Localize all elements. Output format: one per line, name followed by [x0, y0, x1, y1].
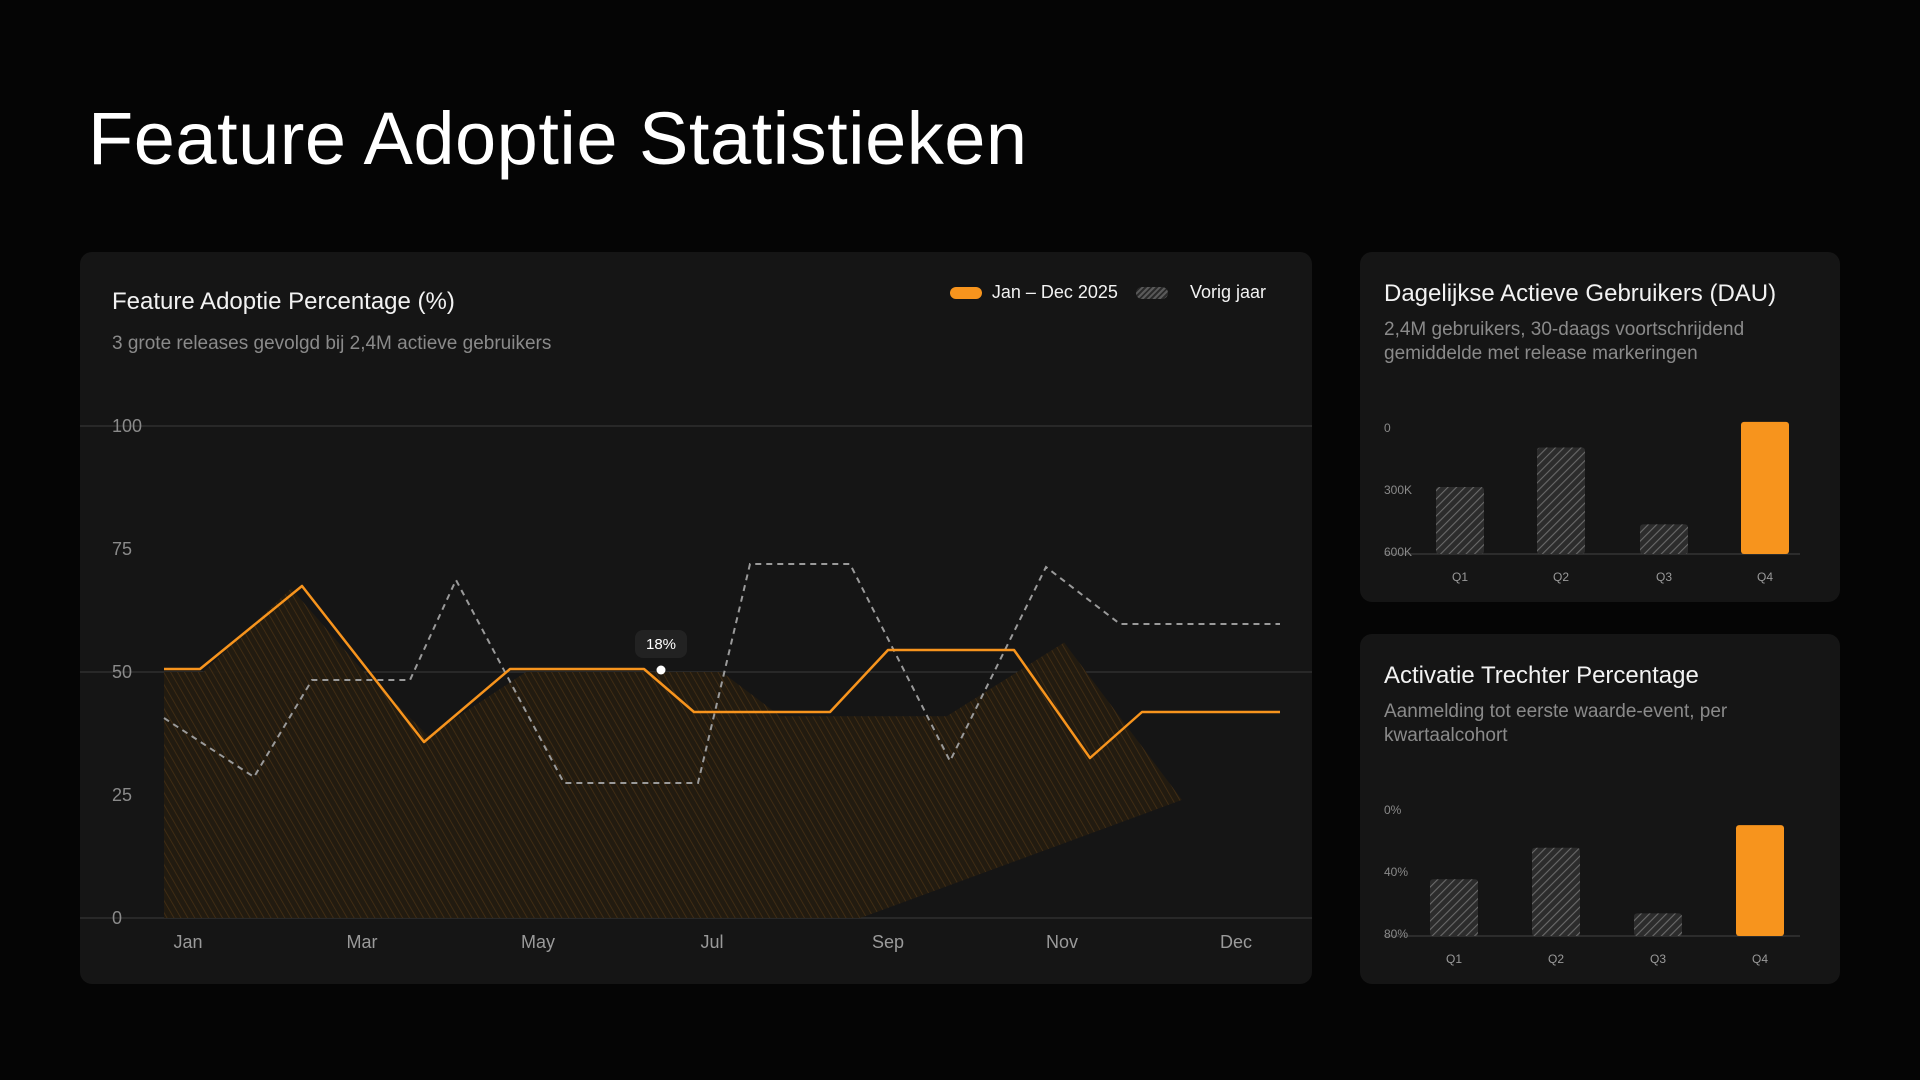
x-tick-label: Jul: [700, 932, 723, 952]
bar-y-tick-label: 0: [1384, 421, 1391, 435]
tooltip-point: [656, 665, 666, 675]
bar-q2: [1537, 447, 1585, 554]
x-tick-label: Sep: [872, 932, 904, 952]
funnel-title: Activatie Trechter Percentage: [1384, 662, 1699, 689]
funnel-subtitle: Aanmelding tot eerste waarde-event, per …: [1384, 701, 1728, 746]
x-tick-label: Nov: [1046, 932, 1078, 952]
funnel-card: Activatie Trechter Percentage Aanmelding…: [1360, 634, 1840, 984]
adoption-chart-subtitle: 3 grote releases gevolgd bij 2,4M actiev…: [112, 333, 552, 354]
adoption-chart-card: Feature Adoptie Percentage (%) 3 grote r…: [80, 252, 1312, 984]
dau-subtitle: 2,4M gebruikers, 30-daags voortschrijden…: [1384, 319, 1745, 364]
adoption-line-chart: 0 25 50 75 100 Jan Mar May Jul Sep Nov Dec 18%: [80, 416, 1312, 952]
y-tick-label: 0: [112, 908, 122, 928]
legend-previous-swatch: [1135, 286, 1168, 299]
bar-x-label: Q1: [1446, 952, 1462, 966]
bar-q4: [1741, 421, 1789, 554]
bar-y-tick-label: 600K: [1384, 545, 1412, 559]
bar-q1: [1430, 879, 1478, 936]
y-tick-label: 50: [112, 662, 132, 682]
legend-current-label: Jan – Dec 2025: [991, 282, 1118, 302]
bar-q4: [1736, 825, 1784, 936]
current-year-line: [164, 584, 1280, 760]
y-tick-label: 25: [112, 785, 132, 805]
bar-x-label: Q2: [1548, 952, 1564, 966]
y-tick-label: 75: [112, 539, 132, 559]
chart-legend: Jan – Dec 2025 Vorig jaar: [949, 282, 1266, 303]
dau-card: Dagelijkse Actieve Gebruikers (DAU) 2,4M…: [1360, 252, 1840, 602]
funnel-bar-chart: 0% 40% 80% Q1 Q2 Q3 Q4: [1384, 803, 1800, 966]
bar-x-label: Q1: [1452, 570, 1468, 584]
bar-x-label: Q2: [1553, 570, 1569, 584]
bar-y-tick-label: 80%: [1384, 927, 1408, 941]
bar-x-label: Q4: [1752, 952, 1768, 966]
bar-q1: [1436, 486, 1484, 554]
page-title: Feature Adoptie Statistieken: [88, 97, 1028, 180]
tooltip-label: 18%: [646, 636, 676, 653]
tooltip-box: [635, 630, 687, 658]
dau-title: Dagelijkse Actieve Gebruikers (DAU): [1384, 280, 1777, 307]
bar-x-label: Q4: [1757, 570, 1773, 584]
x-tick-label: Jan: [173, 932, 202, 952]
x-tick-label: May: [521, 932, 555, 952]
legend-current-swatch: [949, 286, 982, 299]
dau-bar-chart: 0 300K 600K Q1 Q2 Q3 Q4: [1384, 421, 1800, 584]
bar-y-tick-label: 300K: [1384, 483, 1412, 497]
bar-y-tick-label: 0%: [1384, 803, 1402, 817]
x-tick-label: Dec: [1220, 932, 1252, 952]
bar-q3: [1640, 524, 1688, 554]
legend-previous-label: Vorig jaar: [1189, 282, 1266, 302]
bar-x-label: Q3: [1656, 570, 1672, 584]
bar-y-tick-label: 40%: [1384, 865, 1408, 879]
previous-year-line: [163, 563, 1280, 784]
y-tick-label: 100: [112, 416, 142, 436]
current-series-area: [164, 588, 1182, 918]
adoption-chart-title: Feature Adoptie Percentage (%): [112, 288, 455, 315]
bar-x-label: Q3: [1650, 952, 1666, 966]
bar-q3: [1634, 913, 1682, 936]
bar-q2: [1532, 847, 1580, 936]
x-tick-label: Mar: [347, 932, 378, 952]
